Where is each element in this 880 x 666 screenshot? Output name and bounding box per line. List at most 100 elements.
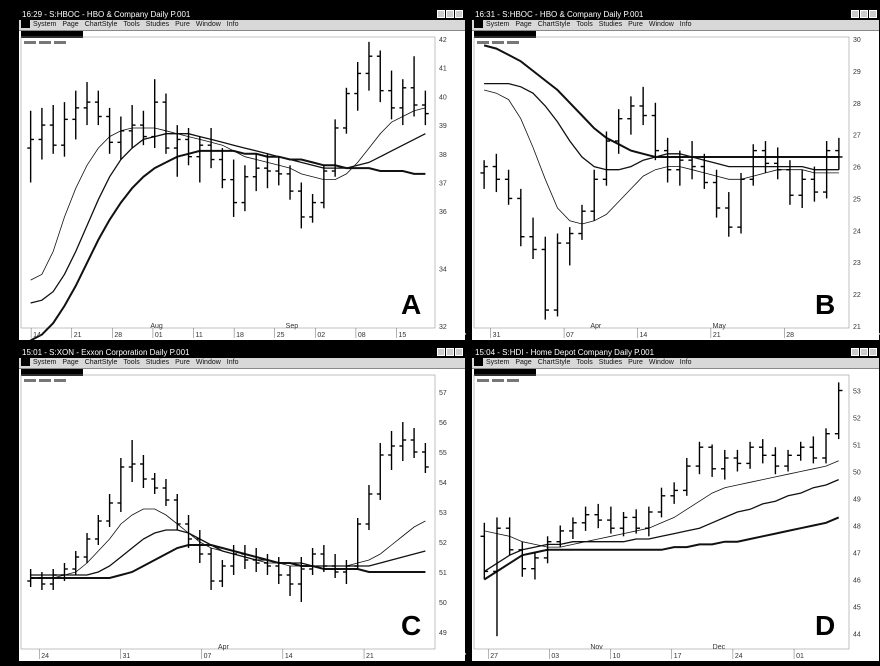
price-bar bbox=[106, 107, 113, 154]
price-bar bbox=[602, 131, 611, 186]
maximize-button[interactable] bbox=[860, 10, 868, 18]
menu-item-chartstyle[interactable]: ChartStyle bbox=[84, 359, 118, 366]
system-menu-icon[interactable] bbox=[21, 358, 30, 367]
price-chart-c[interactable]: 49 50 51 52 53 54 55 56 57 24 31 07 14 21 Apr C bbox=[19, 347, 465, 661]
chart-window-d[interactable]: 15:04 - S:HDI - Home Depot Company Daily… bbox=[471, 346, 880, 662]
menu-item-studies[interactable]: Studies bbox=[598, 359, 623, 366]
price-bar bbox=[556, 525, 565, 548]
menu-item-pure[interactable]: Pure bbox=[175, 21, 190, 28]
close-button[interactable] bbox=[869, 10, 877, 18]
close-button[interactable] bbox=[455, 10, 463, 18]
x-tick-label: 14 bbox=[33, 332, 41, 339]
menu-item-window[interactable]: Window bbox=[195, 359, 221, 366]
menu-item-page[interactable]: Page bbox=[515, 359, 532, 366]
x-tick-label: 21 bbox=[366, 653, 374, 660]
menu-item-studies[interactable]: Studies bbox=[145, 359, 170, 366]
close-button[interactable] bbox=[455, 348, 463, 356]
scroll-arrow-icon[interactable]: ➡ bbox=[458, 649, 467, 660]
menu-item-window[interactable]: Window bbox=[195, 21, 221, 28]
system-menu-icon[interactable] bbox=[474, 358, 483, 367]
scroll-arrow-icon[interactable]: ➡ bbox=[872, 329, 880, 340]
menu-item-chartstyle[interactable]: ChartStyle bbox=[84, 21, 118, 28]
menu-item-tools[interactable]: Tools bbox=[576, 359, 593, 366]
menu-item-pure[interactable]: Pure bbox=[628, 21, 643, 28]
menu-item-studies[interactable]: Studies bbox=[598, 21, 623, 28]
menu-item-system[interactable]: System bbox=[33, 21, 57, 28]
symbol-toolstrip[interactable] bbox=[474, 369, 536, 382]
y-tick-label: 52 bbox=[853, 416, 861, 423]
price-chart-a[interactable]: 32 34 36 37 38 39 40 41 42 14 21 28 01 11 18 25 02 08 15 Au… bbox=[19, 9, 465, 340]
y-tick-label: 48 bbox=[853, 524, 861, 531]
y-tick-label: 54 bbox=[439, 480, 447, 487]
system-menu-icon[interactable] bbox=[474, 20, 483, 29]
y-tick-label: 23 bbox=[853, 260, 861, 267]
menu-item-system[interactable]: System bbox=[33, 359, 57, 366]
symbol-toolstrip[interactable] bbox=[474, 31, 536, 44]
price-bar bbox=[553, 233, 562, 317]
price-bar bbox=[695, 441, 704, 475]
close-button[interactable] bbox=[869, 348, 877, 356]
maximize-button[interactable] bbox=[446, 348, 454, 356]
menu-item-system[interactable]: System bbox=[486, 21, 510, 28]
menu-item-window[interactable]: Window bbox=[648, 359, 674, 366]
price-bar bbox=[670, 482, 678, 504]
menu-item-page[interactable]: Page bbox=[62, 359, 79, 366]
scroll-arrow-icon[interactable]: ➡ bbox=[458, 329, 467, 340]
price-bar bbox=[607, 506, 615, 534]
symbol-toolstrip[interactable] bbox=[21, 31, 83, 44]
price-bar bbox=[594, 503, 603, 529]
menu-item-tools[interactable]: Tools bbox=[576, 21, 593, 28]
moving-average-line-2 bbox=[30, 529, 426, 576]
menu-item-info[interactable]: Info bbox=[679, 21, 692, 28]
menu-item-system[interactable]: System bbox=[486, 359, 510, 366]
y-tick-label: 49 bbox=[853, 497, 861, 504]
menu-item-info[interactable]: Info bbox=[679, 359, 692, 366]
menu-item-chartstyle[interactable]: ChartStyle bbox=[537, 359, 571, 366]
chart-window-c[interactable]: 15:01 - S:XON - Exxon Corporation Daily … bbox=[18, 346, 466, 662]
y-tick-label: 27 bbox=[853, 133, 861, 140]
price-bar bbox=[320, 165, 328, 209]
y-tick-label: 21 bbox=[853, 324, 861, 331]
y-tick-label: 38 bbox=[439, 152, 447, 159]
menu-item-chartstyle[interactable]: ChartStyle bbox=[537, 21, 571, 28]
minimize-button[interactable] bbox=[437, 10, 445, 18]
price-bar bbox=[708, 444, 716, 477]
price-chart-d[interactable]: 44 45 46 47 48 49 50 51 52 53 27 03 10 17 24 01 Nov Dec D bbox=[472, 347, 879, 661]
price-bar bbox=[128, 440, 136, 482]
menu-item-tools[interactable]: Tools bbox=[123, 359, 140, 366]
price-bar bbox=[581, 506, 590, 531]
maximize-button[interactable] bbox=[446, 10, 454, 18]
price-bar bbox=[774, 147, 782, 180]
menu-item-studies[interactable]: Studies bbox=[145, 21, 170, 28]
menu-item-page[interactable]: Page bbox=[515, 21, 532, 28]
price-bar bbox=[809, 436, 818, 464]
x-tick-label: 15 bbox=[399, 332, 407, 339]
window-controls[interactable] bbox=[851, 10, 877, 18]
price-bar bbox=[541, 236, 549, 320]
price-bar bbox=[117, 116, 125, 160]
price-bar bbox=[737, 172, 745, 234]
window-controls[interactable] bbox=[437, 348, 463, 356]
menu-item-pure[interactable]: Pure bbox=[175, 359, 190, 366]
menu-item-tools[interactable]: Tools bbox=[123, 21, 140, 28]
window-controls[interactable] bbox=[437, 10, 463, 18]
system-menu-icon[interactable] bbox=[21, 20, 30, 29]
minimize-button[interactable] bbox=[437, 348, 445, 356]
menu-item-info[interactable]: Info bbox=[226, 21, 239, 28]
minimize-button[interactable] bbox=[851, 348, 859, 356]
price-chart-b[interactable]: 21 22 23 24 25 26 27 28 29 30 31 07 14 21 28 Apr May B bbox=[472, 9, 879, 340]
price-bar bbox=[619, 512, 628, 537]
menu-item-pure[interactable]: Pure bbox=[628, 359, 643, 366]
x-tick-label: 21 bbox=[74, 332, 82, 339]
chart-window-b[interactable]: 16:31 - S:HBOC - HBO & Company Daily P.0… bbox=[471, 8, 880, 341]
window-controls[interactable] bbox=[851, 348, 877, 356]
price-bar bbox=[264, 153, 271, 189]
symbol-toolstrip[interactable] bbox=[21, 369, 83, 382]
chart-window-a[interactable]: 16:29 - S:HBOC - HBO & Company Daily P.0… bbox=[18, 8, 466, 341]
menu-bar: System Page ChartStyle Tools Studies Pure Wind… bbox=[472, 20, 879, 31]
menu-item-info[interactable]: Info bbox=[226, 359, 239, 366]
maximize-button[interactable] bbox=[860, 348, 868, 356]
menu-item-page[interactable]: Page bbox=[62, 21, 79, 28]
menu-item-window[interactable]: Window bbox=[648, 21, 674, 28]
minimize-button[interactable] bbox=[851, 10, 859, 18]
